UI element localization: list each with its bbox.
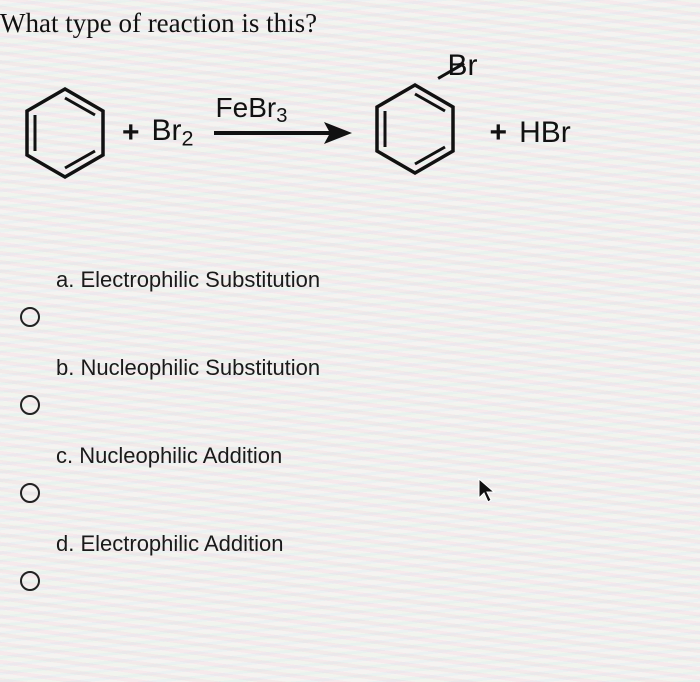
option-c-label: c. Nucleophilic Addition [56, 443, 700, 469]
br-substituent-label: Br [448, 49, 478, 83]
reagent-symbol: Br [152, 114, 182, 147]
reagent-br2: Br2 [152, 114, 194, 151]
plus-sign: + [122, 116, 140, 150]
cursor-icon [478, 478, 498, 504]
reaction-scheme: + Br2 FeBr3 Br + HBr [20, 79, 680, 187]
option-b[interactable]: b. Nucleophilic Substitution [18, 355, 700, 415]
option-c[interactable]: c. Nucleophilic Addition [18, 443, 700, 503]
option-b-label: b. Nucleophilic Substitution [56, 355, 700, 381]
reagent-subscript: 2 [182, 126, 194, 151]
benzene-product-icon [370, 79, 460, 179]
plus-sign-2: + [490, 116, 508, 150]
radio-d[interactable] [20, 571, 40, 591]
content-root: What type of reaction is this? + Br2 FeB… [0, 0, 700, 682]
option-d-label: d. Electrophilic Addition [56, 531, 700, 557]
radio-a[interactable] [20, 307, 40, 327]
catalyst-subscript: 3 [276, 105, 287, 127]
option-a-label: a. Electrophilic Substitution [56, 267, 700, 293]
product-bromobenzene: Br [370, 79, 460, 187]
reaction-arrow: FeBr3 [212, 120, 352, 146]
radio-c[interactable] [20, 483, 40, 503]
answer-options: a. Electrophilic Substitution b. Nucleop… [0, 267, 700, 591]
option-a[interactable]: a. Electrophilic Substitution [18, 267, 700, 327]
radio-b[interactable] [20, 395, 40, 415]
byproduct-hbr: HBr [519, 116, 571, 150]
question-text: What type of reaction is this? [0, 0, 700, 39]
catalyst-label: FeBr3 [216, 92, 288, 128]
benzene-reactant-icon [20, 83, 110, 183]
option-d[interactable]: d. Electrophilic Addition [18, 531, 700, 591]
catalyst-symbol: FeBr [216, 92, 277, 123]
